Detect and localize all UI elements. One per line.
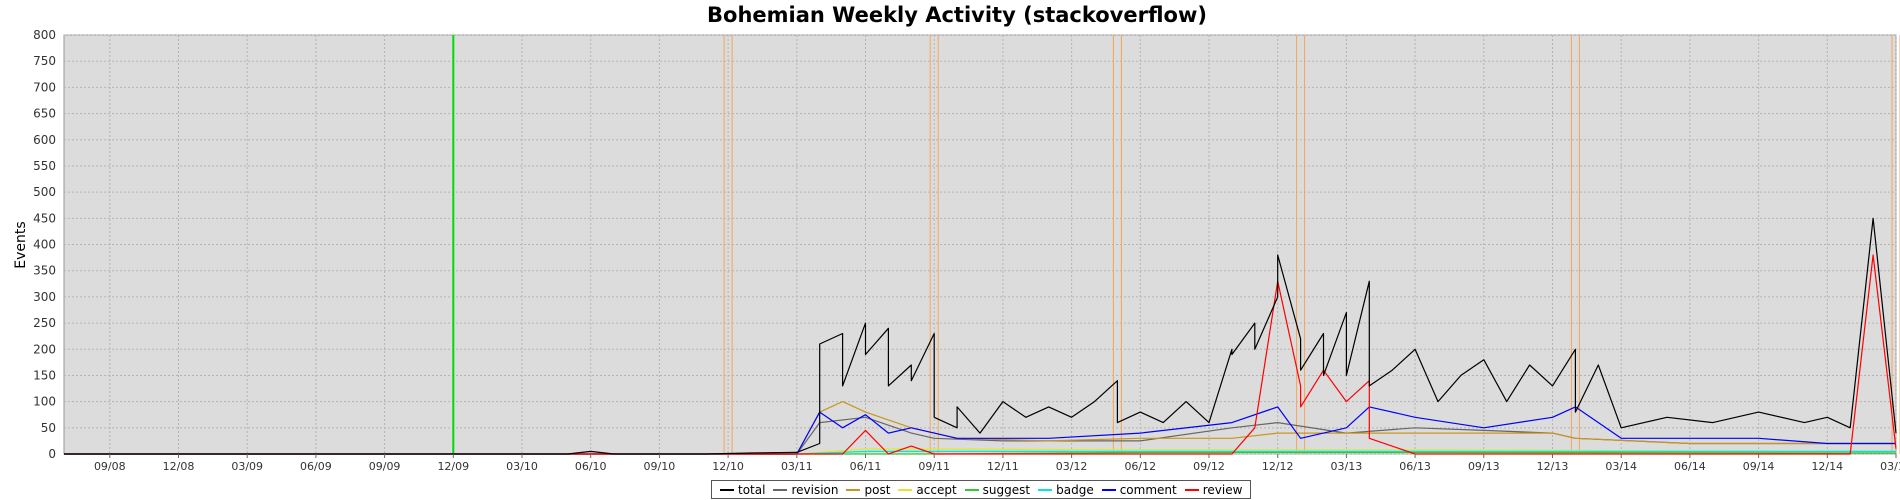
x-tick-label: 09/08 [94,460,126,473]
legend-swatch [1038,488,1053,491]
x-tick-label: 12/10 [712,460,744,473]
y-tick-label: 600 [33,133,56,147]
x-tick-label: 03/15 [1880,460,1900,473]
x-tick-label: 09/14 [1743,460,1775,473]
legend-swatch [964,488,979,491]
legend-label: revision [791,482,839,497]
x-tick-label: 09/12 [1193,460,1225,473]
x-tick-label: 03/14 [1605,460,1637,473]
y-tick-label: 0 [48,447,56,461]
x-tick-label: 12/11 [987,460,1019,473]
x-tick-label: 06/14 [1674,460,1706,473]
legend-item-total: total [720,483,765,497]
x-tick-label: 09/09 [369,460,401,473]
legend-item-comment: comment [1101,482,1177,497]
x-tick-label: 12/09 [437,460,469,473]
x-tick-label: 12/08 [163,460,195,473]
y-axis-label: Events [13,221,29,268]
x-tick-label: 03/11 [781,460,813,473]
legend-swatch [720,488,734,491]
legend-swatch [1101,488,1116,491]
y-tick-label: 400 [33,238,56,252]
y-tick-label: 300 [33,290,56,304]
legend-swatch [1184,488,1199,491]
x-tick-label: 12/12 [1262,460,1294,473]
legend-label: comment [1119,482,1177,497]
legend-item-review: review [1184,482,1243,497]
y-axis-ticks: 0 50 100 150 200 250 300 350 400 450 500 550 600 650 7… [33,28,56,461]
chart-title: Bohemian Weekly Activity (stackoverflow) [707,3,1207,27]
legend-swatch [898,488,913,491]
x-tick-label: 06/13 [1399,460,1431,473]
legend-swatch [773,488,788,491]
x-tick-label: 09/11 [918,460,950,473]
y-tick-label: 750 [33,54,56,68]
legend-label: badge [1056,482,1094,497]
series-line-total [64,217,1897,455]
y-tick-label: 250 [33,316,56,330]
legend-item-badge: badge [1038,483,1094,497]
x-tick-label: 09/13 [1468,460,1500,473]
series-line-comment [64,406,1896,455]
y-tick-label: 700 [33,80,56,94]
series-lines [64,217,1897,455]
y-tick-label: 200 [33,342,56,356]
x-axis-ticks: 09/08 12/08 03/09 06/09 09/09 12/09 03/10 06/10… [94,454,1900,473]
x-tick-label: 03/12 [1056,460,1088,473]
x-tick-label: 03/09 [231,460,263,473]
x-tick-label: 12/14 [1811,460,1843,473]
legend-item-revision: revision [773,483,838,497]
legend-label: review [1202,482,1243,497]
series-line-post [64,401,1896,455]
x-tick-label: 06/12 [1124,460,1156,473]
y-tick-label: 550 [33,159,56,173]
legend-item-suggest: suggest [964,482,1031,497]
x-tick-label: 06/10 [575,460,607,473]
y-tick-label: 450 [33,211,56,225]
legend-swatch [846,488,861,491]
legend-item-accept: accept [898,482,957,497]
y-tick-label: 350 [33,264,56,278]
x-tick-label: 12/13 [1537,460,1569,473]
y-tick-label: 800 [33,28,56,42]
y-tick-label: 500 [33,185,56,199]
legend-label: total [738,482,766,497]
x-tick-label: 09/10 [644,460,676,473]
legend-label: suggest [982,482,1031,497]
x-tick-label: 03/13 [1331,460,1363,473]
grid-lines [64,34,1897,455]
y-tick-label: 100 [33,395,56,409]
legend-item-post: post [846,483,890,497]
y-tick-label: 50 [41,421,56,435]
chart-legend: total revision post accept suggest badge comme… [711,480,1252,499]
x-tick-label: 06/11 [850,460,882,473]
x-tick-label: 03/10 [506,460,538,473]
x-tick-label: 06/09 [300,460,332,473]
legend-label: accept [916,482,957,497]
y-tick-label: 650 [33,107,56,121]
y-tick-label: 150 [33,368,56,382]
legend-label: post [864,482,891,497]
